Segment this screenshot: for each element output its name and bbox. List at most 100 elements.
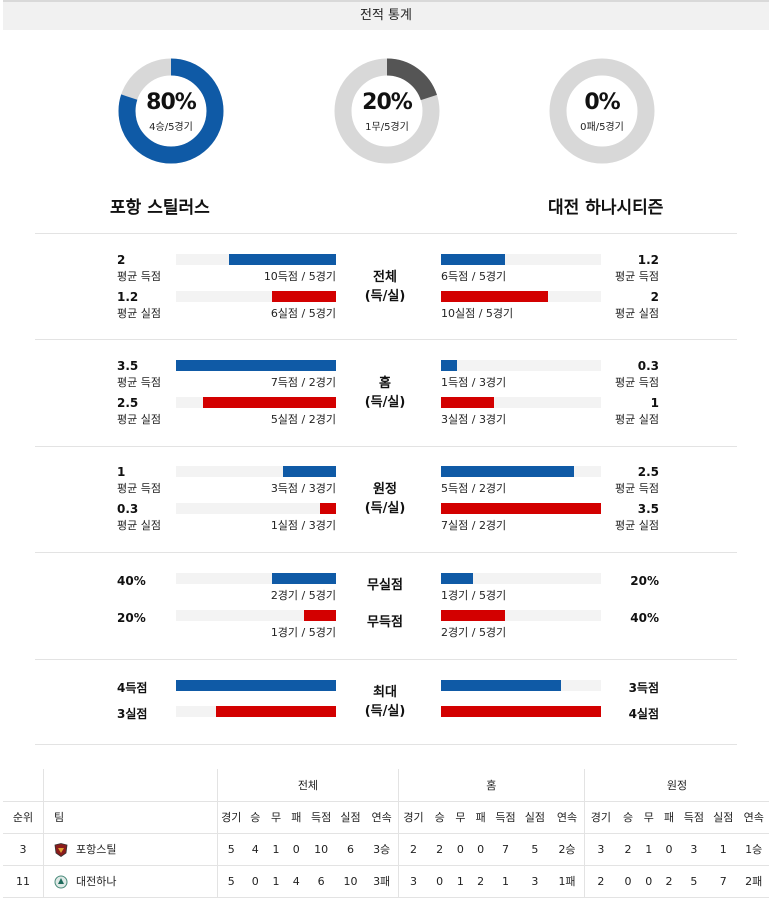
team-short-name: 포항스틸 <box>76 843 117 856</box>
donut-caption: 0패/5경기 <box>580 122 624 133</box>
section-sublabel: (득/실) <box>364 501 406 516</box>
donut-percent: 20% <box>362 90 413 115</box>
stat-cell: 7 <box>491 833 520 866</box>
stat-cell: 2 <box>470 865 492 898</box>
stat-cell: 4 <box>285 865 307 898</box>
standings-table: 전체 홈 원정 순위 팀 경기 승 무 패 득점 실점 연속 경기 승 무 패 득점 실점 연속 경기 승 무 패… <box>3 769 769 898</box>
home-stat-value: 3.5 <box>117 359 139 373</box>
donut-track <box>549 58 655 164</box>
away-max-value: 4실점 <box>628 707 659 721</box>
home-stat-bar-track <box>176 291 336 302</box>
donut-chart: 0% 0패/5경기 <box>547 56 657 166</box>
separator <box>35 233 737 234</box>
stat-cell: 1 <box>708 833 739 866</box>
home-stat-bar-fill <box>320 503 336 514</box>
stat-cell: 0 <box>428 865 451 898</box>
column-header: 무 <box>450 801 471 834</box>
away-stat-bar-track <box>441 360 601 371</box>
away-rate-value: 40% <box>630 611 659 625</box>
donut-arc <box>334 58 440 164</box>
stat-cell: 2승 <box>550 833 585 866</box>
away-rate-caption: 2경기 / 5경기 <box>441 626 507 639</box>
home-stat-bar-fill <box>203 397 336 408</box>
stat-cell: 2 <box>616 833 640 866</box>
rate-label: 무실점 <box>367 578 403 593</box>
away-stat-label: 평균 실점 <box>615 413 659 426</box>
column-header: 연속 <box>550 801 585 834</box>
home-stat-bar-fill <box>229 254 336 265</box>
separator <box>35 446 737 447</box>
donut-chart: 20% 1무/5경기 <box>332 56 442 166</box>
team-cell[interactable]: 대전하나 <box>43 865 218 898</box>
stat-cell: 5 <box>217 865 245 898</box>
away-stat-bar-fill <box>441 291 548 302</box>
column-header: 승 <box>428 801 451 834</box>
away-stat-bar-track <box>441 291 601 302</box>
home-rate-caption: 2경기 / 5경기 <box>270 589 336 602</box>
rank-cell: 11 <box>3 865 44 898</box>
home-stat-bar-fill <box>283 466 336 477</box>
away-stat-value: 3.5 <box>637 502 659 516</box>
stats-header: 전적 통계 <box>3 0 769 30</box>
away-max-value: 3득점 <box>628 681 659 695</box>
column-header: 패 <box>658 801 680 834</box>
stat-cell: 2 <box>397 833 429 866</box>
away-stat-bar-track <box>441 466 601 477</box>
away-stat-bar-fill <box>441 254 505 265</box>
home-stat-caption: 3득점 / 3경기 <box>270 482 336 495</box>
group-away-header: 원정 <box>583 769 769 802</box>
stat-cell: 3 <box>397 865 429 898</box>
home-stat-bar-track <box>176 254 336 265</box>
stat-cell: 10 <box>306 833 336 866</box>
away-stat-caption: 7실점 / 2경기 <box>441 519 507 532</box>
away-stat-value: 1.2 <box>637 253 659 267</box>
team-emblem-icon <box>54 875 68 889</box>
stat-cell: 0 <box>244 865 267 898</box>
home-stat-caption: 6실점 / 5경기 <box>270 307 336 320</box>
stat-cell: 1패 <box>550 865 585 898</box>
home-rate-value: 40% <box>117 574 146 588</box>
separator <box>35 552 737 553</box>
stat-cell: 5 <box>519 833 551 866</box>
stat-cell: 0 <box>639 865 659 898</box>
home-stat-bar-track <box>176 397 336 408</box>
column-header: 득점 <box>306 801 336 834</box>
stat-cell: 0 <box>616 865 640 898</box>
home-max-bar-fill <box>176 680 336 691</box>
home-stat-bar-fill <box>176 360 336 371</box>
column-header: 승 <box>616 801 640 834</box>
home-rate-bar-fill <box>272 573 336 584</box>
stat-cell: 7 <box>708 865 739 898</box>
away-team-name: 대전 하나시티즌 <box>548 198 664 218</box>
home-stat-label: 평균 득점 <box>117 482 161 495</box>
stat-cell: 1승 <box>738 833 769 866</box>
away-rate-bar-track <box>441 610 601 621</box>
stat-cell: 1 <box>450 865 471 898</box>
home-stat-caption: 5실점 / 2경기 <box>270 413 336 426</box>
home-max-bar-track <box>176 680 336 691</box>
column-header: 실점 <box>519 801 551 834</box>
away-stat-bar-fill <box>441 503 601 514</box>
home-stat-bar-track <box>176 466 336 477</box>
column-header: 연속 <box>738 801 769 834</box>
section-label: 홈 <box>379 376 391 391</box>
home-stat-value: 1.2 <box>117 290 139 304</box>
away-max-bar-track <box>441 680 601 691</box>
section-label: 전체 <box>373 270 397 285</box>
away-stat-bar-fill <box>441 397 494 408</box>
team-cell[interactable]: 포항스틸 <box>43 833 218 866</box>
table-row: 3 포항스틸 5 4 1 0 10 6 3승 2 2 0 0 7 5 2승 3 2 1 0 3 1 1승 <box>3 833 769 866</box>
away-stat-value: 0.3 <box>637 359 659 373</box>
away-stat-label: 평균 득점 <box>615 376 659 389</box>
separator <box>35 744 737 745</box>
away-stat-label: 평균 득점 <box>615 482 659 495</box>
team-header: 팀 <box>43 801 218 834</box>
stat-cell: 5 <box>217 833 245 866</box>
stat-cell: 3승 <box>365 833 399 866</box>
stat-cell: 5 <box>679 865 709 898</box>
column-header: 득점 <box>679 801 709 834</box>
away-max-bar-fill <box>441 706 601 717</box>
stat-cell: 0 <box>450 833 471 866</box>
home-stat-label: 평균 실점 <box>117 307 161 320</box>
max-label: 최대 <box>373 685 397 700</box>
